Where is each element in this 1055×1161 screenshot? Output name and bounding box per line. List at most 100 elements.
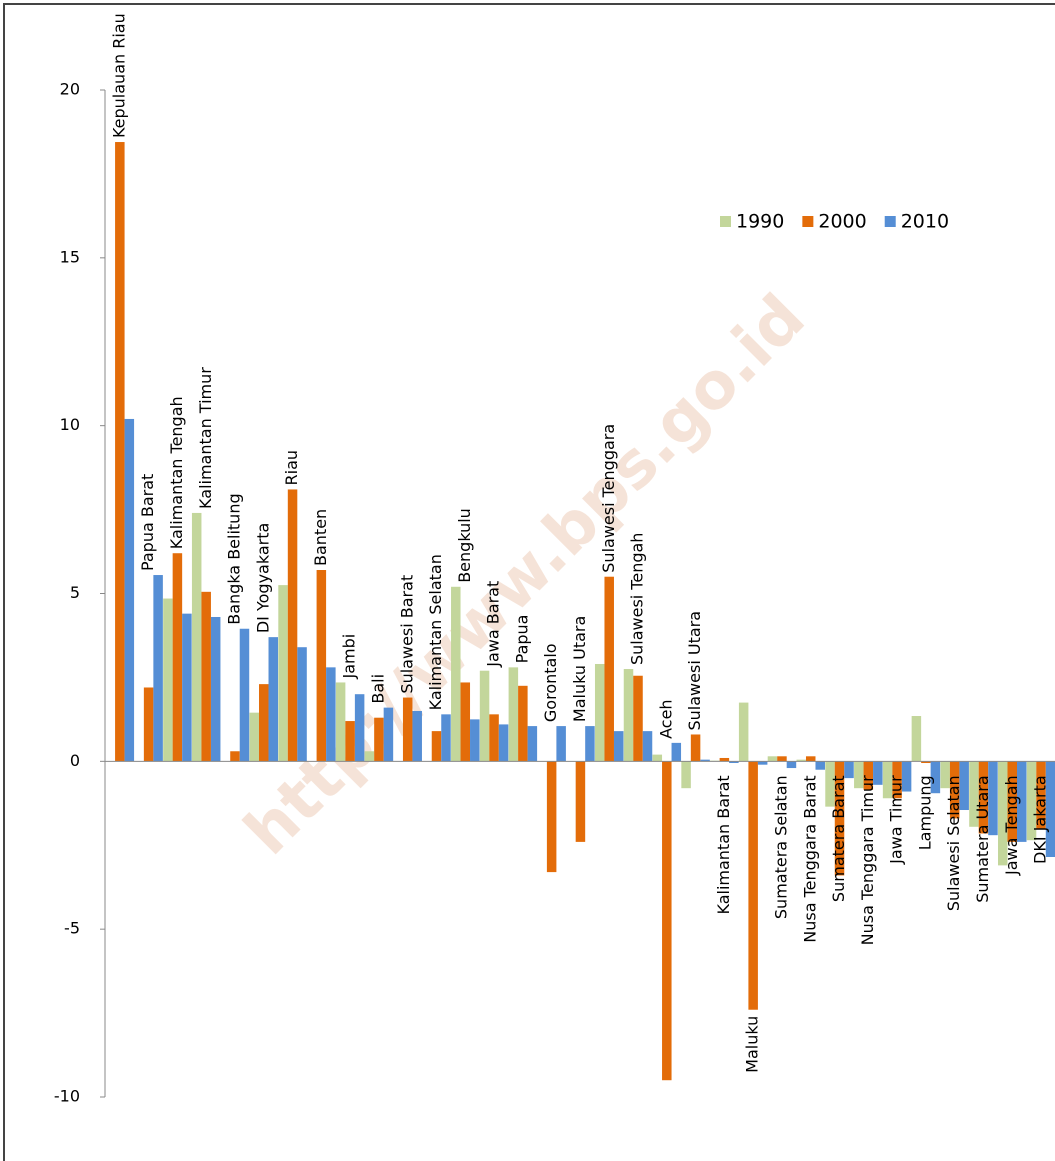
- bar: [988, 761, 998, 836]
- bar: [153, 575, 163, 762]
- bar: [182, 613, 192, 762]
- bar: [508, 667, 519, 762]
- legend-label: 2000: [818, 211, 866, 233]
- bar: [460, 682, 471, 762]
- bar: [383, 707, 394, 762]
- category-label: Nusa Tenggara Timur: [858, 775, 877, 945]
- legend-swatch: [884, 216, 896, 227]
- bar: [498, 724, 509, 762]
- category-label: Banten: [311, 509, 330, 566]
- bar: [124, 418, 135, 762]
- bar: [441, 714, 451, 762]
- y-tick-label: 10: [60, 415, 80, 434]
- category-label: Sumatera Selatan: [772, 775, 791, 919]
- bar: [201, 591, 211, 762]
- bar: [757, 761, 768, 765]
- bar: [489, 714, 499, 762]
- bar: [911, 716, 922, 762]
- bar: [115, 142, 125, 762]
- bar: [354, 694, 365, 762]
- y-tick-label: -10: [54, 1087, 80, 1106]
- category-label: Kalimantan Barat: [714, 775, 733, 914]
- bar: [652, 754, 663, 762]
- bar: [163, 598, 173, 762]
- bar: [297, 647, 307, 762]
- bar: [998, 761, 1008, 866]
- bar: [230, 751, 240, 762]
- bar: [681, 761, 691, 789]
- bar: [825, 761, 835, 807]
- bar: [633, 675, 643, 762]
- bar: [700, 759, 710, 762]
- bar: [767, 756, 778, 762]
- category-label: Jambi: [340, 634, 359, 680]
- bar: [738, 702, 749, 762]
- legend-label: 1990: [736, 211, 784, 233]
- bar: [786, 761, 797, 769]
- category-label: Sulawesi Utara: [685, 611, 704, 731]
- bar: [623, 669, 634, 762]
- bar: [940, 761, 950, 789]
- category-label: Papua Barat: [138, 474, 157, 571]
- bar: [844, 761, 854, 779]
- category-label: Maluku: [743, 1016, 762, 1073]
- category-label: Bangka Belitung: [225, 493, 244, 624]
- category-label: Aceh: [656, 699, 675, 738]
- bar: [431, 731, 442, 762]
- bar: [546, 761, 557, 873]
- bar: [949, 761, 960, 819]
- category-label: Jawa Tengah: [1002, 775, 1021, 876]
- y-tick-label: 0: [70, 751, 80, 770]
- bar: [805, 756, 816, 762]
- bar: [777, 756, 787, 762]
- bar: [364, 751, 375, 762]
- bar: [892, 761, 902, 799]
- category-label: Gorontalo: [541, 643, 560, 722]
- y-tick-label: 15: [60, 247, 80, 266]
- category-label: Jawa Timur: [887, 775, 906, 865]
- category-label: DI Yogyakarta: [253, 523, 272, 633]
- bar: [969, 761, 979, 827]
- bar: [1036, 761, 1046, 829]
- bar: [930, 761, 941, 794]
- bar: [642, 731, 653, 762]
- bar: [604, 576, 614, 762]
- category-label: Sulawesi Barat: [397, 575, 416, 694]
- bar: [287, 489, 298, 762]
- bar: [527, 726, 538, 762]
- bar: [479, 670, 490, 762]
- category-label: Sulawesi Tengah: [628, 533, 647, 665]
- category-label: Kepulauan Riau: [109, 13, 128, 138]
- bar: [470, 719, 480, 762]
- bar: [834, 761, 845, 876]
- bar: [1045, 761, 1055, 857]
- bar: [575, 761, 586, 842]
- bar: [268, 637, 279, 762]
- bar: [335, 682, 346, 762]
- bar: [249, 712, 260, 762]
- bar: [671, 742, 682, 762]
- category-label: Lampung: [915, 775, 934, 850]
- bar: [1026, 761, 1037, 841]
- bar: [815, 761, 825, 770]
- bar: [374, 717, 384, 762]
- bar: [748, 761, 758, 1010]
- bar: [594, 663, 605, 762]
- category-label: Riau: [282, 450, 301, 486]
- bar: [345, 721, 355, 762]
- bar: [921, 761, 931, 764]
- category-label: Kalimantan Selatan: [426, 554, 445, 710]
- bar: [729, 761, 739, 764]
- bar: [1007, 761, 1017, 842]
- bar: [402, 697, 413, 762]
- category-label: Sulawesi Selatan: [944, 775, 963, 911]
- bar: [662, 761, 672, 1081]
- bar: [1017, 761, 1027, 842]
- bar: [316, 570, 327, 762]
- bar: [172, 553, 183, 762]
- category-label: DKI Jakarta: [1031, 775, 1050, 864]
- legend-swatch: [802, 216, 814, 227]
- bar: [191, 512, 202, 762]
- bar: [259, 684, 269, 762]
